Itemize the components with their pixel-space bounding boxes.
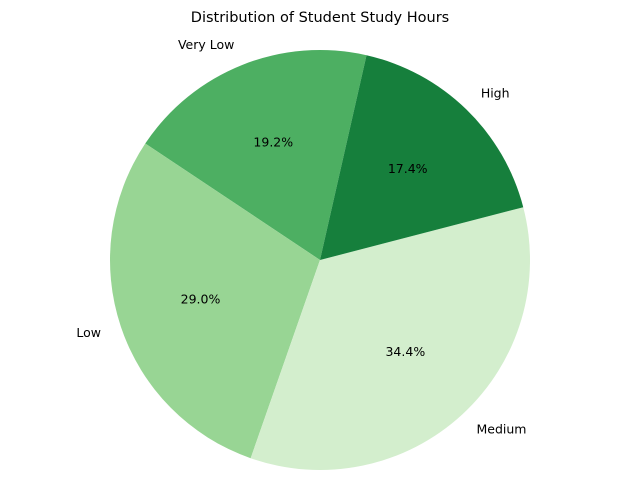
slice-label-low: Low	[76, 325, 101, 340]
slice-value-low: 29.0%	[181, 292, 221, 307]
slice-value-medium: 34.4%	[385, 344, 425, 359]
pie-slices	[109, 49, 531, 471]
pie-slice-medium	[250, 207, 531, 471]
pie-slice-low	[109, 143, 320, 459]
slice-value-high: 17.4%	[388, 161, 428, 176]
slice-label-very-low: Very Low	[178, 37, 234, 52]
chart-title: Distribution of Student Study Hours	[191, 10, 449, 26]
pie-slice-very-low	[145, 49, 367, 260]
pie-labels: Very Low 19.2% Low 29.0% Medium 34.4% High 17.4…	[76, 37, 526, 436]
slice-value-very-low: 19.2%	[253, 134, 293, 149]
pie-slice-high	[320, 55, 524, 261]
slice-label-medium: Medium	[476, 421, 526, 436]
slice-label-high: High	[481, 86, 510, 101]
